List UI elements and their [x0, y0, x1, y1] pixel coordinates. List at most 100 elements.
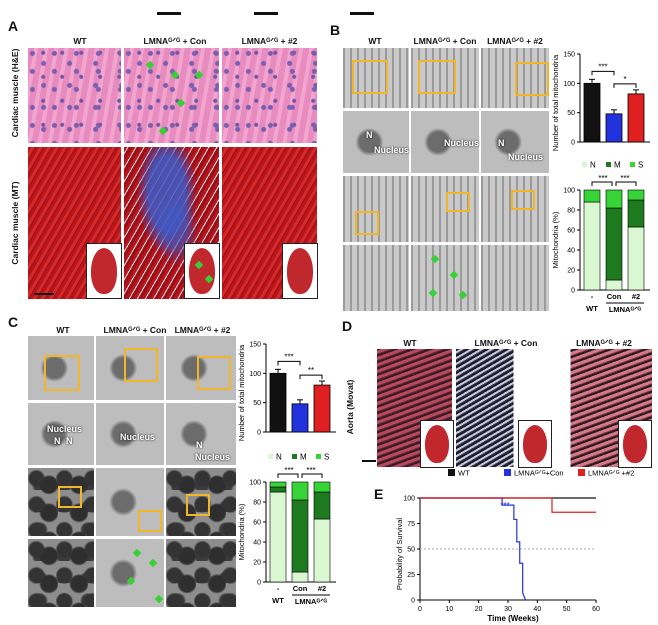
- sig-bracket: [613, 83, 637, 88]
- zoom-box: [355, 211, 379, 235]
- sig-label: *: [623, 75, 626, 84]
- sig-label: ***: [598, 62, 607, 71]
- legend-label-S: S: [324, 453, 329, 462]
- panel-label-b: B: [330, 22, 341, 38]
- zoom-box: [124, 348, 158, 382]
- bar-segment-S: [291, 481, 309, 501]
- sig-bracket: [277, 360, 301, 366]
- bar-WT: [583, 82, 601, 143]
- y-tick-label: 25: [407, 572, 415, 579]
- x-tick-label: 30: [504, 606, 512, 613]
- panelC-em-r2-wt: [28, 403, 94, 465]
- nucleus-label: Nucleus: [47, 424, 83, 434]
- zoom-box: [44, 355, 80, 391]
- panelB-em-r3-wt: [343, 176, 409, 242]
- nucleus-n-label: N: [196, 440, 203, 450]
- bar-segment-S: [627, 189, 645, 201]
- chart-C-mito-pct: Mitochondria (%) N M S 0 20 40 60 80 100 - Con #2 WT…: [237, 453, 336, 606]
- legend-label-M: M: [614, 161, 621, 170]
- legend-swatch-S: [316, 454, 321, 459]
- bar-segment-N: [291, 571, 309, 583]
- panelA-he-wt: [28, 48, 121, 143]
- y-tick-label: 0: [571, 288, 575, 295]
- bar-Con: [605, 113, 623, 143]
- panelC-em-r2-con: [96, 403, 164, 465]
- zoom-box: [515, 62, 549, 96]
- panelB-em-r1-con: [411, 48, 479, 108]
- legend-label: LMNAᴳᐟᴳ +#2: [588, 469, 634, 478]
- group-label: LMNAᴳᐟᴳ: [609, 305, 642, 314]
- sig-bracket: [591, 70, 615, 76]
- zoom-box: [186, 494, 210, 516]
- panelB-em-r4-k2: [481, 245, 549, 311]
- panelD-col-wt: WT: [403, 338, 417, 348]
- panelA-col-k2: LMNAᴳᐟᴳ + #2: [241, 36, 298, 46]
- panel-label-a: A: [8, 18, 19, 34]
- y-tick-label: 75: [407, 521, 415, 528]
- legend-swatch-N: [268, 454, 273, 459]
- panelA-he-k2: [222, 48, 317, 143]
- sig-bracket: [615, 181, 637, 186]
- y-tick-label: 150: [563, 52, 575, 59]
- panelC-em-r4-con: [96, 539, 164, 607]
- y-tick-label: 50: [567, 110, 575, 117]
- panelC-em-r3-wt: [28, 468, 94, 536]
- y-tick-label: 40: [253, 540, 261, 547]
- panelA-row-mt: Cardiac muscle (MT): [10, 181, 20, 265]
- x-tick-label: -: [591, 292, 594, 301]
- panelC-em-r3-con: [96, 468, 164, 536]
- header-bar: [254, 12, 278, 15]
- x-tick-label: #2: [318, 584, 326, 593]
- legend-swatch: [448, 469, 455, 476]
- panelD-col-k2: LMNAᴳᐟᴳ + #2: [576, 338, 632, 348]
- ylabel: Mitochondria (%): [237, 503, 246, 560]
- chart-B-mito-count: Number of total mitochondria 050100150**…: [551, 52, 650, 151]
- y-tick-label: 100: [249, 371, 261, 378]
- legend-label-S: S: [638, 161, 643, 170]
- panel-label-d: D: [342, 318, 353, 334]
- nucleus-label: Nucleus: [374, 145, 410, 155]
- panelC-em-r3-k2: [166, 468, 236, 536]
- panelD-row: Aorta (Movat): [345, 379, 355, 435]
- zoom-box: [418, 60, 456, 94]
- y-tick-label: 80: [567, 208, 575, 215]
- header-bar: [157, 12, 181, 15]
- scale-bar: [34, 293, 54, 295]
- y-tick-label: 20: [253, 560, 261, 567]
- group-label: LMNAᴳᐟᴳ: [295, 597, 328, 606]
- x-tick-label: 50: [563, 606, 571, 613]
- sig-label: ***: [284, 352, 293, 361]
- chart-B-mito-pct: Mitochondria (%) N M S 0 20 40 60 80 100 - Con #2 WT…: [551, 161, 650, 314]
- legend-swatch: [578, 469, 585, 476]
- zoom-box: [58, 486, 82, 508]
- heart-inset: [518, 420, 552, 468]
- x-tick-label: Con: [607, 292, 622, 301]
- panel-label-c: C: [8, 314, 19, 330]
- y-tick-label: 50: [407, 547, 415, 554]
- bar-segment-M: [313, 491, 331, 520]
- legend-label-N: N: [590, 161, 596, 170]
- zoom-box: [138, 510, 162, 532]
- bar-Con: [291, 403, 309, 433]
- x-tick-label: 10: [445, 606, 453, 613]
- scale-bar: [362, 460, 376, 462]
- x-tick-label: 60: [592, 606, 600, 613]
- y-tick-label: 80: [253, 500, 261, 507]
- legend-swatch: [504, 469, 511, 476]
- ylabel: Number of total mitochondria: [551, 54, 560, 151]
- heart-inset: [618, 420, 652, 468]
- nucleus-n-label: N: [66, 436, 73, 446]
- sig-bracket: [301, 473, 323, 478]
- heart-inset: [420, 420, 454, 468]
- chart-C-mito-count: Number of total mitochondria 0 50 100 150 **…: [237, 342, 336, 441]
- panelC-col-wt: WT: [56, 325, 70, 335]
- y-tick-label: 0: [571, 140, 575, 147]
- bar-segment-S: [583, 189, 601, 203]
- panelB-em-r1-k2: [481, 48, 549, 108]
- ylabel: Number of total mitochondria: [237, 344, 246, 441]
- xlabel: Time (Weeks): [487, 614, 539, 623]
- legend-swatch-M: [606, 162, 611, 167]
- heart-inset: [86, 243, 122, 299]
- bar-segment-N: [605, 279, 623, 291]
- panelA-row-he: Cardiac muscle (H&E): [10, 48, 20, 138]
